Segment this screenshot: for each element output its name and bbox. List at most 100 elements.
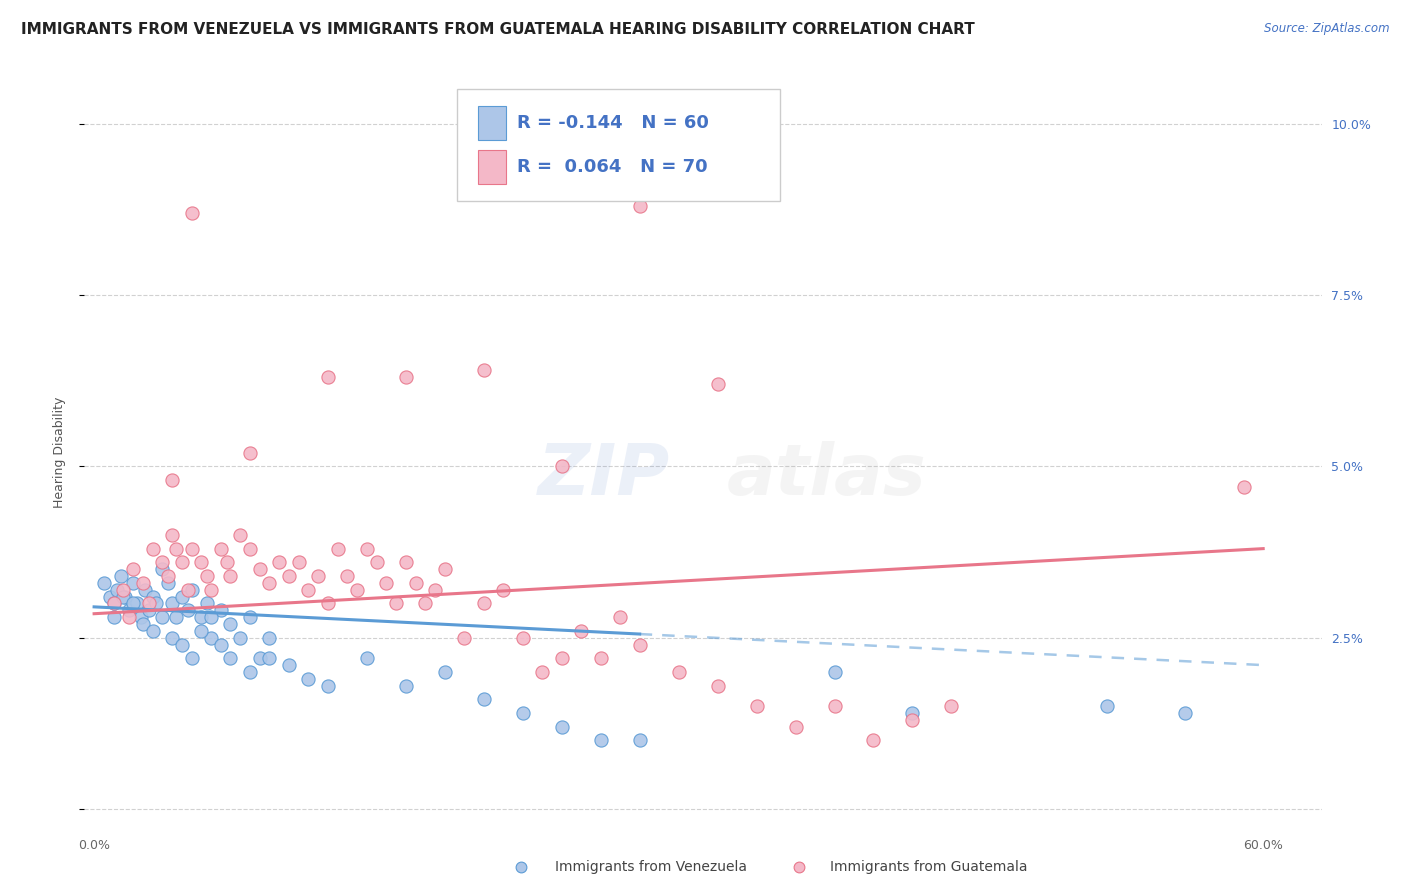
- Point: [165, 610, 187, 624]
- Point: [157, 569, 180, 583]
- Point: [134, 582, 156, 597]
- Point: [142, 541, 165, 556]
- Point: [142, 590, 165, 604]
- Point: [589, 733, 612, 747]
- Point: [492, 582, 515, 597]
- Point: [405, 575, 427, 590]
- Point: [789, 860, 811, 874]
- Point: [1174, 706, 1197, 720]
- Point: [112, 582, 135, 597]
- Point: [138, 596, 160, 610]
- Point: [472, 363, 495, 377]
- Point: [512, 706, 534, 720]
- Point: [569, 624, 592, 638]
- Point: [103, 610, 125, 624]
- Point: [1233, 480, 1256, 494]
- Point: [150, 562, 173, 576]
- Point: [209, 638, 232, 652]
- Point: [326, 541, 349, 556]
- Point: [395, 555, 418, 569]
- Point: [125, 596, 148, 610]
- Point: [433, 665, 456, 679]
- Point: [110, 569, 132, 583]
- Point: [551, 459, 574, 474]
- Point: [239, 445, 262, 459]
- Point: [375, 575, 398, 590]
- Point: [219, 651, 242, 665]
- Point: [118, 603, 141, 617]
- Point: [190, 624, 212, 638]
- Point: [356, 651, 378, 665]
- Point: [239, 610, 262, 624]
- Point: [706, 679, 728, 693]
- Text: atlas: atlas: [727, 441, 927, 510]
- Point: [219, 569, 242, 583]
- Point: [195, 596, 218, 610]
- Text: ZIP: ZIP: [538, 441, 671, 510]
- Point: [132, 575, 155, 590]
- Point: [160, 528, 183, 542]
- Point: [122, 596, 145, 610]
- Point: [415, 596, 437, 610]
- Point: [132, 617, 155, 632]
- Text: IMMIGRANTS FROM VENEZUELA VS IMMIGRANTS FROM GUATEMALA HEARING DISABILITY CORREL: IMMIGRANTS FROM VENEZUELA VS IMMIGRANTS …: [21, 22, 974, 37]
- Point: [249, 562, 271, 576]
- Point: [316, 596, 339, 610]
- Point: [170, 590, 193, 604]
- Text: Source: ZipAtlas.com: Source: ZipAtlas.com: [1264, 22, 1389, 36]
- Point: [628, 638, 651, 652]
- Text: R = -0.144   N = 60: R = -0.144 N = 60: [517, 114, 709, 132]
- Point: [745, 699, 768, 714]
- Text: Immigrants from Guatemala: Immigrants from Guatemala: [830, 860, 1026, 874]
- Point: [785, 720, 807, 734]
- Point: [472, 692, 495, 706]
- Point: [356, 541, 378, 556]
- Point: [150, 555, 173, 569]
- Point: [145, 596, 167, 610]
- Point: [395, 370, 418, 384]
- Point: [150, 610, 173, 624]
- Point: [423, 582, 446, 597]
- Point: [190, 610, 212, 624]
- Point: [307, 569, 329, 583]
- Point: [901, 706, 924, 720]
- Text: Immigrants from Venezuela: Immigrants from Venezuela: [555, 860, 748, 874]
- Point: [609, 610, 631, 624]
- Point: [901, 713, 924, 727]
- Point: [259, 651, 281, 665]
- Point: [336, 569, 359, 583]
- Point: [229, 631, 252, 645]
- Point: [512, 631, 534, 645]
- Point: [180, 206, 202, 220]
- Point: [98, 590, 121, 604]
- Point: [209, 541, 232, 556]
- Point: [551, 720, 574, 734]
- Point: [142, 624, 165, 638]
- Point: [668, 665, 690, 679]
- Point: [112, 590, 135, 604]
- Point: [824, 665, 846, 679]
- Point: [103, 596, 125, 610]
- Point: [316, 679, 339, 693]
- Point: [122, 575, 145, 590]
- Point: [628, 199, 651, 213]
- Point: [160, 631, 183, 645]
- Point: [316, 370, 339, 384]
- Point: [824, 699, 846, 714]
- Point: [118, 610, 141, 624]
- Point: [269, 555, 291, 569]
- Point: [287, 555, 309, 569]
- Point: [229, 528, 252, 542]
- Point: [138, 603, 160, 617]
- Point: [200, 631, 222, 645]
- Point: [706, 377, 728, 392]
- Point: [170, 638, 193, 652]
- Point: [107, 582, 129, 597]
- Point: [103, 596, 125, 610]
- Point: [589, 651, 612, 665]
- Point: [249, 651, 271, 665]
- Point: [278, 569, 301, 583]
- Point: [1097, 699, 1119, 714]
- Point: [472, 596, 495, 610]
- Point: [215, 555, 238, 569]
